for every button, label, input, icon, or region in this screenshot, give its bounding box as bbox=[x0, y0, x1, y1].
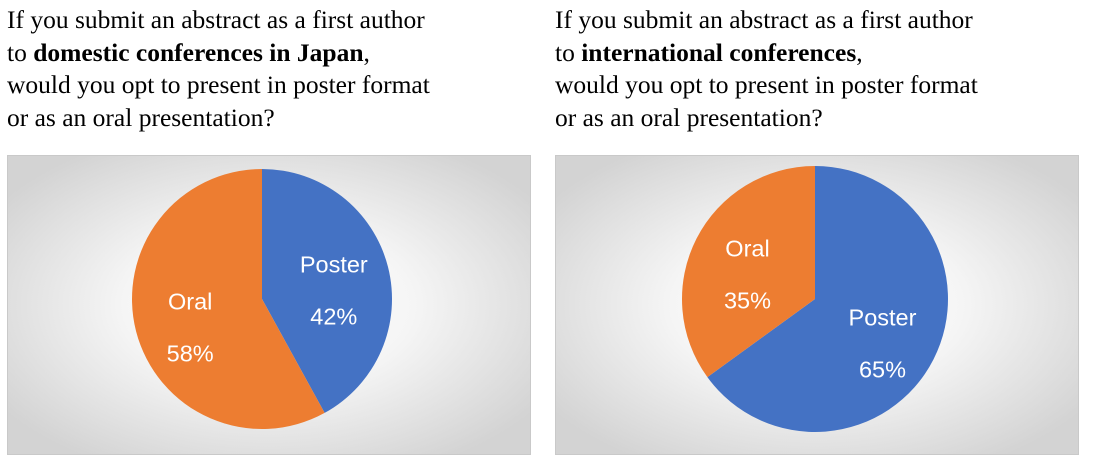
domestic-pie-chart: Poster 42% Oral 58% bbox=[132, 169, 393, 429]
international-pie-chart: Poster 65% Oral 35% bbox=[681, 166, 948, 432]
international-panel: If you submit an abstract as a first aut… bbox=[555, 0, 1085, 463]
question-line: to international conferences, bbox=[555, 37, 1085, 70]
domestic-pie-chart-area: Poster 42% Oral 58% bbox=[7, 155, 531, 455]
question-line: or as an oral presentation? bbox=[7, 102, 275, 132]
question-line: would you opt to present in poster forma… bbox=[555, 70, 978, 99]
slice-value-label-poster: 65% bbox=[859, 356, 906, 382]
question-line: If you submit an abstract as a first aut… bbox=[7, 5, 425, 34]
question-text: , bbox=[363, 37, 370, 67]
international-pie-chart-area: Poster 65% Oral 35% bbox=[555, 155, 1079, 455]
domestic-question: If you submit an abstract as a first aut… bbox=[7, 4, 537, 134]
slice-value-label-oral: 58% bbox=[167, 340, 214, 366]
question-text: , bbox=[856, 37, 863, 67]
question-line: would you opt to present in poster forma… bbox=[7, 70, 430, 99]
slice-value-label-oral: 35% bbox=[724, 288, 771, 314]
slice-category-label-poster: Poster bbox=[849, 304, 917, 330]
pie-slice-poster bbox=[707, 166, 948, 432]
question-emphasis: domestic conferences in Japan bbox=[33, 37, 364, 67]
slice-value-label-poster: 42% bbox=[310, 304, 357, 330]
pie-slice-poster bbox=[262, 169, 393, 413]
slice-category-label-oral: Oral bbox=[725, 236, 769, 262]
pie-slice-oral bbox=[681, 166, 815, 378]
pie-slice-oral bbox=[132, 169, 325, 429]
question-text: to bbox=[555, 37, 582, 67]
slice-category-label-oral: Oral bbox=[168, 288, 212, 314]
question-emphasis: international conferences bbox=[581, 37, 857, 67]
question-line: If you submit an abstract as a first aut… bbox=[555, 5, 973, 34]
question-line: or as an oral presentation? bbox=[555, 102, 823, 132]
domestic-panel: If you submit an abstract as a first aut… bbox=[7, 0, 537, 463]
question-line: to domestic conferences in Japan, bbox=[7, 37, 537, 70]
question-text: to bbox=[7, 37, 34, 67]
international-question: If you submit an abstract as a first aut… bbox=[555, 4, 1085, 134]
slice-category-label-poster: Poster bbox=[300, 252, 368, 278]
